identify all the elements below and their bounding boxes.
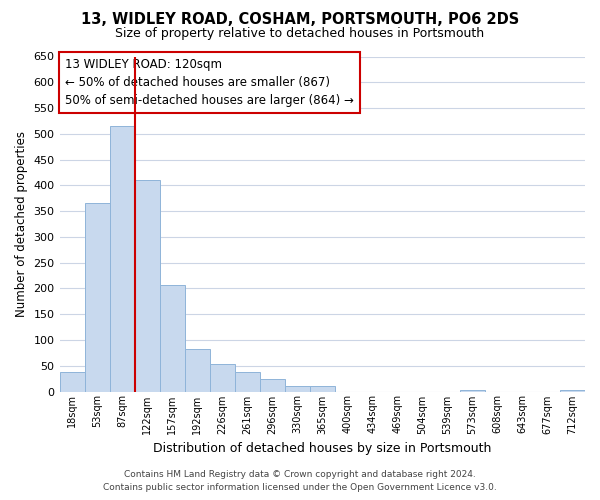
Bar	[85, 204, 110, 392]
Bar	[310, 386, 335, 392]
Text: 13, WIDLEY ROAD, COSHAM, PORTSMOUTH, PO6 2DS: 13, WIDLEY ROAD, COSHAM, PORTSMOUTH, PO6…	[81, 12, 519, 28]
Bar	[560, 390, 585, 392]
X-axis label: Distribution of detached houses by size in Portsmouth: Distribution of detached houses by size …	[153, 442, 491, 455]
Bar	[160, 285, 185, 392]
Bar	[134, 180, 160, 392]
Bar	[235, 372, 260, 392]
Text: Contains HM Land Registry data © Crown copyright and database right 2024.
Contai: Contains HM Land Registry data © Crown c…	[103, 470, 497, 492]
Text: 13 WIDLEY ROAD: 120sqm
← 50% of detached houses are smaller (867)
50% of semi-de: 13 WIDLEY ROAD: 120sqm ← 50% of detached…	[65, 58, 353, 107]
Bar	[185, 348, 209, 392]
Bar	[460, 390, 485, 392]
Bar	[110, 126, 134, 392]
Bar	[285, 386, 310, 392]
Y-axis label: Number of detached properties: Number of detached properties	[15, 131, 28, 317]
Bar	[260, 379, 285, 392]
Bar	[59, 372, 85, 392]
Text: Size of property relative to detached houses in Portsmouth: Size of property relative to detached ho…	[115, 28, 485, 40]
Bar	[209, 364, 235, 392]
